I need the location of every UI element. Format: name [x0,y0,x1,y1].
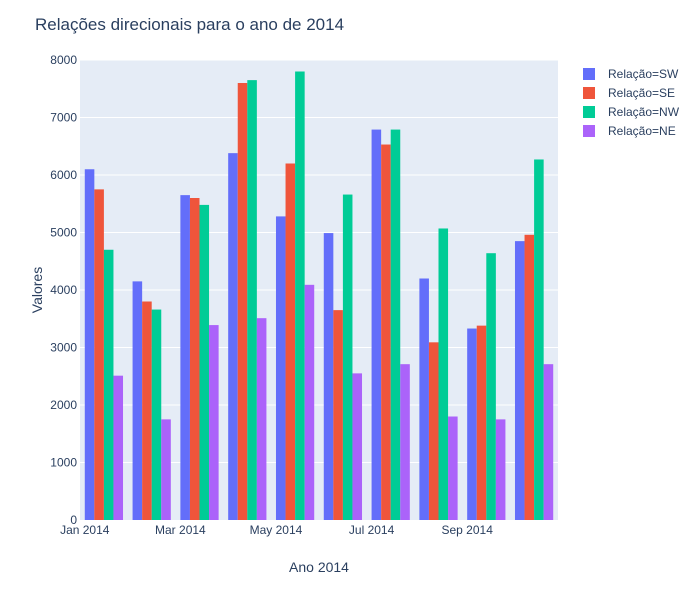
x-tick-label: Mar 2014 [155,523,206,537]
y-tick-label: 4000 [50,283,77,297]
y-tick-label: 7000 [50,111,77,125]
bar[interactable] [514,241,525,520]
legend[interactable]: Relação=SW Relação=SE Relação=NW Relação=NE [583,67,680,138]
bars [84,71,554,521]
legend-label: Relação=SW [608,67,679,81]
bar[interactable] [495,419,506,520]
x-axis-ticks: Jan 2014 Mar 2014 May 2014 Jul 2014 Sep 2014 [60,523,493,537]
bar[interactable] [371,129,382,520]
bar[interactable] [428,342,439,520]
bar[interactable] [543,364,554,520]
bar[interactable] [285,163,296,521]
bar[interactable] [323,233,334,520]
bar[interactable] [209,325,219,520]
x-tick-label: Sep 2014 [441,523,493,537]
bar[interactable] [199,204,210,520]
bar[interactable] [333,310,343,520]
bar[interactable] [256,318,267,520]
legend-swatch [583,87,595,99]
bar[interactable] [142,301,152,521]
bar[interactable] [237,83,248,520]
legend-item[interactable]: Relação=NE [583,124,676,138]
bar[interactable] [247,80,257,520]
x-axis-title: Ano 2014 [289,559,349,575]
y-tick-label: 6000 [50,168,77,182]
bar[interactable] [161,419,171,520]
bar[interactable] [103,249,114,520]
y-tick-label: 1000 [50,456,77,470]
bar[interactable] [390,129,401,520]
bar[interactable] [486,253,496,520]
legend-swatch [583,106,595,118]
x-tick-label: May 2014 [250,523,303,537]
legend-label: Relação=NE [608,124,676,138]
chart-title: Relações direcionais para o ano de 2014 [35,15,344,34]
bar[interactable] [448,416,458,521]
bar[interactable] [94,189,104,520]
bar[interactable] [400,364,410,520]
bar[interactable] [476,325,487,520]
legend-label: Relação=SE [608,86,675,100]
legend-swatch [583,68,595,80]
bar[interactable] [84,169,95,520]
x-tick-label: Jul 2014 [349,523,395,537]
bar[interactable] [467,328,477,520]
bar[interactable] [113,375,124,520]
bar[interactable] [151,309,162,520]
y-axis-title: Valores [29,267,45,313]
legend-item[interactable]: Relação=NW [583,105,680,119]
y-tick-label: 0 [70,513,77,527]
y-tick-label: 2000 [50,398,77,412]
bar[interactable] [275,216,286,520]
bar[interactable] [534,159,544,520]
x-tick-label: Jan 2014 [60,523,110,537]
bar[interactable] [132,281,143,520]
bar[interactable] [228,153,238,520]
bar[interactable] [180,195,190,520]
legend-item[interactable]: Relação=SE [583,86,675,100]
bar[interactable] [295,71,305,521]
bar[interactable] [304,284,315,520]
y-tick-label: 5000 [50,226,77,240]
legend-item[interactable]: Relação=SW [583,67,679,81]
legend-swatch [583,125,595,137]
y-axis-ticks: 0 1000 2000 3000 4000 5000 6000 7000 8000 [50,53,77,527]
bar[interactable] [189,198,200,520]
bar[interactable] [419,278,429,521]
y-tick-label: 8000 [50,53,77,67]
bar[interactable] [342,194,353,521]
y-tick-label: 3000 [50,341,77,355]
bar[interactable] [524,234,535,521]
bar[interactable] [381,144,391,520]
bar[interactable] [438,228,449,520]
legend-label: Relação=NW [608,105,680,119]
bar[interactable] [352,373,363,520]
